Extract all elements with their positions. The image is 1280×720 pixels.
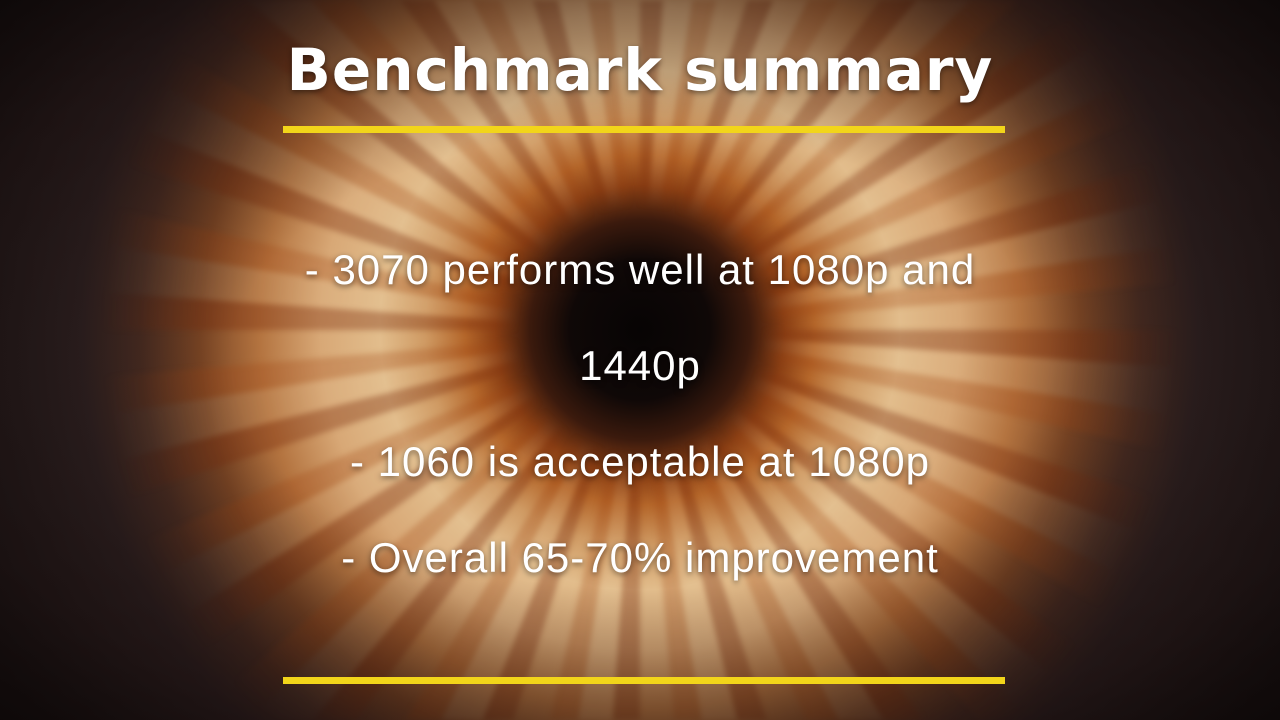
- bullet-item: - Overall 65-70% improvement: [341, 534, 939, 581]
- slide-title: Benchmark summary: [286, 36, 994, 104]
- title-underline: [283, 126, 1005, 133]
- bullet-item: - 1060 is acceptable at 1080p: [349, 438, 931, 485]
- bullet-list: - 3070 performs well at 1080p and 1440p …: [290, 222, 990, 606]
- bullet-item: - 3070 performs well at 1080p and 1440p: [304, 246, 976, 389]
- bottom-rule: [283, 677, 1005, 684]
